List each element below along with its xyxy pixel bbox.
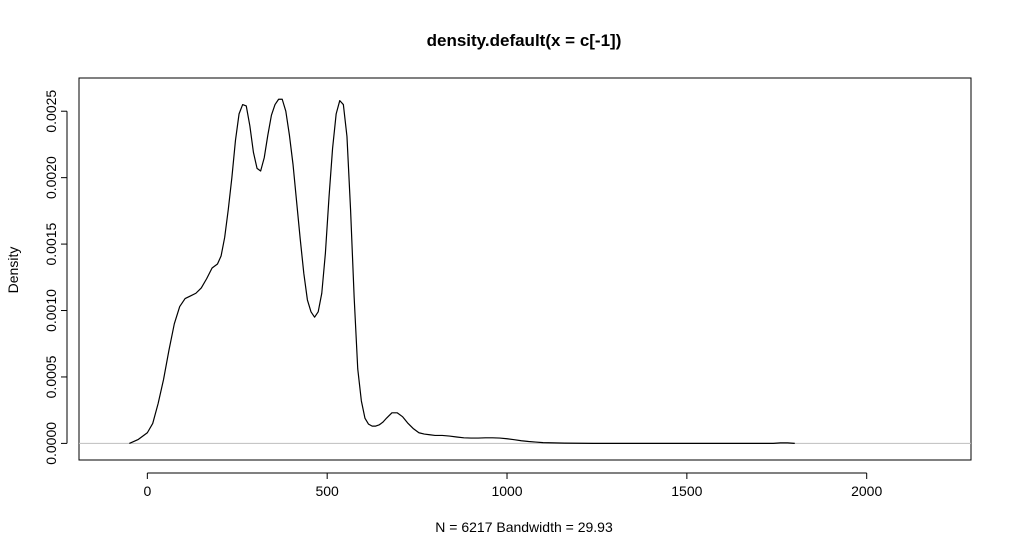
y-tick-label: 0.0025 — [43, 90, 59, 133]
x-tick-label: 500 — [315, 483, 339, 499]
x-tick-label: 1000 — [491, 483, 522, 499]
x-tick-label: 1500 — [671, 483, 702, 499]
chart-title: density.default(x = c[-1]) — [427, 31, 622, 50]
y-tick-label: 0.0005 — [43, 355, 59, 398]
x-axis: 0 500 1000 1500 2000 — [143, 472, 882, 499]
x-tick-label: 0 — [143, 483, 151, 499]
plot-frame — [78, 77, 972, 461]
y-tick-label: 0.0000 — [43, 422, 59, 465]
density-line — [129, 98, 795, 444]
y-axis-label: Density — [5, 247, 21, 294]
y-axis: 0.0000 0.0005 0.0010 0.0015 0.0020 0.0025 — [43, 90, 68, 465]
x-tick-label: 2000 — [851, 483, 882, 499]
x-axis-label: N = 6217 Bandwidth = 29.93 — [435, 519, 613, 535]
y-tick-label: 0.0015 — [43, 222, 59, 265]
y-tick-label: 0.0020 — [43, 156, 59, 199]
y-tick-label: 0.0010 — [43, 289, 59, 332]
